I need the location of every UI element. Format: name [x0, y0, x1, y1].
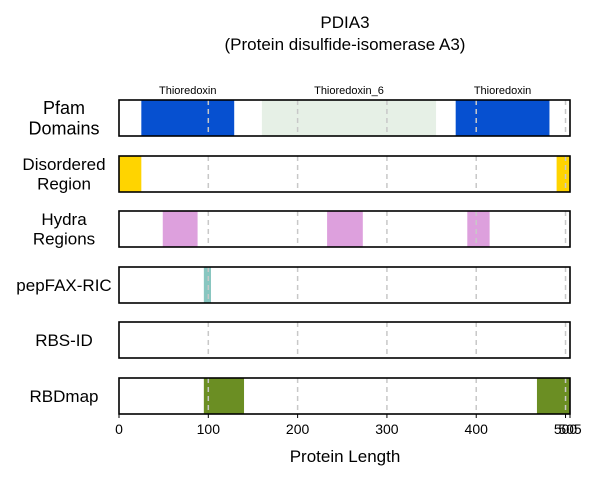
- track-0-segment-1-label: Thioredoxin_6: [314, 85, 384, 97]
- track-5-label-line-0: RBDmap: [30, 387, 99, 406]
- track-3-frame: [118, 266, 571, 304]
- track-0-frame: [118, 99, 571, 137]
- track-1-frame: [118, 155, 571, 193]
- track-2-segment-0: [162, 211, 198, 247]
- x-tick-label-2: 200: [286, 421, 310, 437]
- track-0-segment-0-label: Thioredoxin: [159, 85, 216, 97]
- x-axis-label: Protein Length: [290, 447, 401, 466]
- x-tick-label-1: 100: [197, 421, 221, 437]
- track-2-frame: [118, 210, 571, 248]
- track-1-segment-0: [119, 156, 142, 192]
- track-1-label-line-0: Disordered: [22, 155, 105, 174]
- tracks-group: Thioredoxin Thioredoxin_6 ThioredoxinPfamD…: [16, 85, 571, 415]
- track-2-label-line-0: Hydra: [41, 210, 87, 229]
- chart-title-line1: PDIA3: [320, 13, 369, 32]
- track-4-frame: [118, 321, 571, 359]
- track-5-segment-0: [203, 378, 245, 414]
- track-0-segment-0: [141, 100, 235, 136]
- track-5-frame: [118, 377, 571, 415]
- track-3-label-line-0: pepFAX-RIC: [16, 276, 111, 295]
- track-2-label-line-1: Regions: [33, 230, 95, 249]
- track-2-segment-2: [467, 211, 490, 247]
- track-4-label-line-0: RBS-ID: [35, 331, 93, 350]
- track-1-label-line-1: Region: [37, 175, 91, 194]
- track-2-segment-1: [327, 211, 363, 247]
- x-tick-label-0: 0: [115, 421, 123, 437]
- track-0-segment-2: [455, 100, 550, 136]
- track-1-segment-1: [556, 156, 570, 192]
- track-5-segment-1: [536, 378, 570, 414]
- track-3: pepFAX-RIC: [16, 266, 571, 304]
- track-0-label-line-0: Pfam: [43, 98, 85, 118]
- track-0: Thioredoxin Thioredoxin_6 Thioredoxin PfamD…: [28, 85, 571, 139]
- track-0-segment-2-label: Thioredoxin: [474, 85, 531, 97]
- track-0-segment-1: [261, 100, 437, 136]
- track-0-label-line-1: Domains: [28, 119, 99, 139]
- x-tick-label-6: 505: [558, 421, 582, 437]
- track-3-segment-0: [203, 267, 211, 303]
- x-tick-label-3: 300: [375, 421, 399, 437]
- x-tick-label-5: 500: [554, 421, 578, 437]
- track-4: RBS-ID: [35, 321, 571, 359]
- chart-title-line2: (Protein disulfide-isomerase A3): [225, 35, 466, 54]
- x-tick-label-4: 400: [465, 421, 489, 437]
- track-5: RBDmap: [30, 377, 571, 415]
